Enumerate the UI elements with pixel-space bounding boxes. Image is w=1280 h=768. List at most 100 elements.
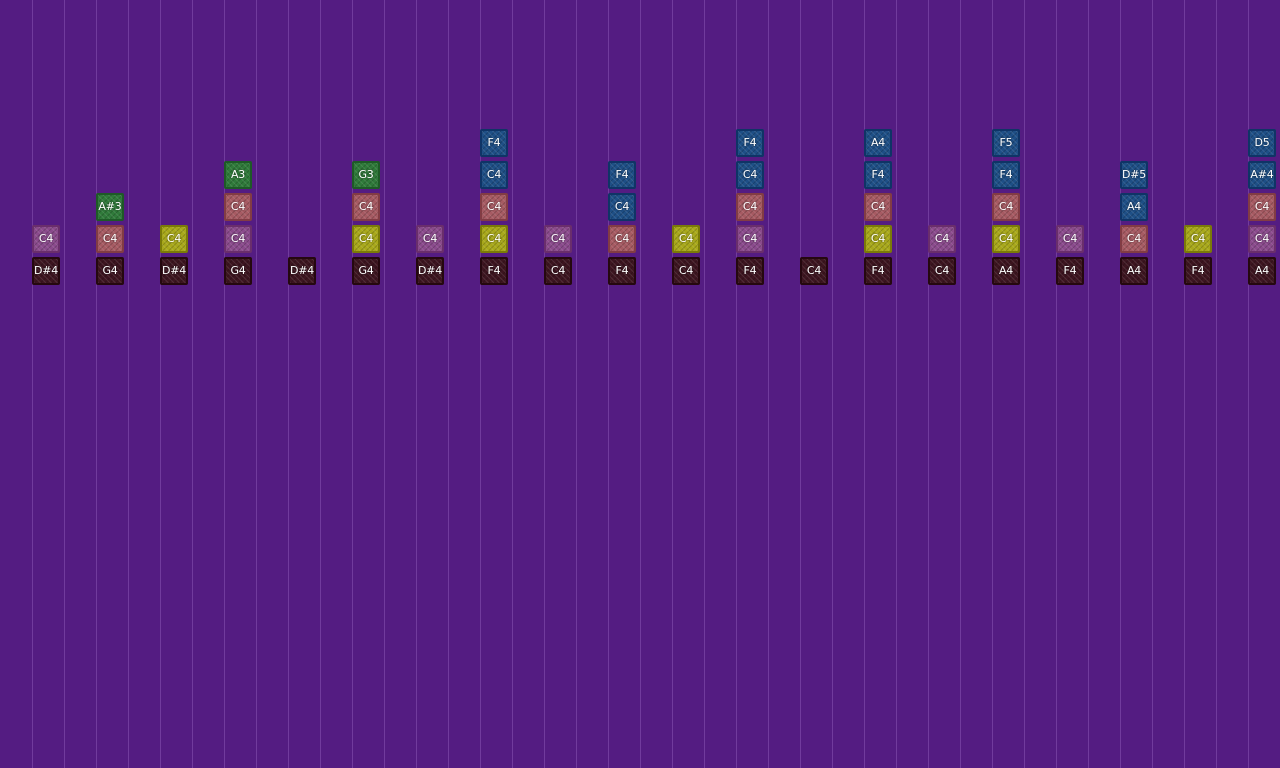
note-block[interactable]: A#4 (1248, 161, 1276, 189)
note-block[interactable]: C4 (416, 225, 444, 253)
note-block[interactable]: C4 (544, 257, 572, 285)
note-block[interactable]: C4 (1120, 225, 1148, 253)
note-block[interactable]: D#4 (288, 257, 316, 285)
note-block[interactable]: A4 (1248, 257, 1276, 285)
note-block[interactable]: C4 (672, 257, 700, 285)
note-block[interactable]: A#3 (96, 193, 124, 221)
note-block[interactable]: C4 (1248, 225, 1276, 253)
note-block[interactable]: G4 (352, 257, 380, 285)
note-block[interactable]: C4 (96, 225, 124, 253)
note-block[interactable]: C4 (864, 225, 892, 253)
grid-line (1056, 0, 1057, 768)
grid-line (608, 0, 609, 768)
note-block[interactable]: A3 (224, 161, 252, 189)
note-block[interactable]: D#4 (32, 257, 60, 285)
note-block[interactable]: F4 (608, 161, 636, 189)
note-block[interactable]: F5 (992, 129, 1020, 157)
grid-line (320, 0, 321, 768)
grid-line (1248, 0, 1249, 768)
note-block[interactable]: C4 (352, 193, 380, 221)
grid-line (640, 0, 641, 768)
note-block[interactable]: D#4 (160, 257, 188, 285)
note-block[interactable]: C4 (1056, 225, 1084, 253)
grid-line (352, 0, 353, 768)
grid-line (736, 0, 737, 768)
grid-line (960, 0, 961, 768)
grid-line (1152, 0, 1153, 768)
grid-line (512, 0, 513, 768)
grid-line (480, 0, 481, 768)
grid-line (384, 0, 385, 768)
note-block[interactable]: A4 (1120, 257, 1148, 285)
note-block[interactable]: D#4 (416, 257, 444, 285)
note-block[interactable]: G4 (224, 257, 252, 285)
grid-line (704, 0, 705, 768)
note-block[interactable]: C4 (480, 193, 508, 221)
note-block[interactable]: F4 (992, 161, 1020, 189)
note-block[interactable]: C4 (1248, 193, 1276, 221)
note-block[interactable]: C4 (736, 193, 764, 221)
note-block[interactable]: C4 (544, 225, 572, 253)
grid-line (288, 0, 289, 768)
note-block[interactable]: F4 (1184, 257, 1212, 285)
note-block[interactable]: C4 (992, 225, 1020, 253)
note-block[interactable]: A4 (992, 257, 1020, 285)
note-block[interactable]: C4 (608, 193, 636, 221)
note-block[interactable]: C4 (864, 193, 892, 221)
grid-line (896, 0, 897, 768)
note-block[interactable]: A4 (1120, 193, 1148, 221)
grid-line (64, 0, 65, 768)
note-block[interactable]: F4 (1056, 257, 1084, 285)
note-block[interactable]: C4 (224, 193, 252, 221)
note-block[interactable]: F4 (480, 129, 508, 157)
note-block[interactable]: F4 (608, 257, 636, 285)
grid-line (1184, 0, 1185, 768)
grid-line (192, 0, 193, 768)
note-block[interactable]: F4 (864, 257, 892, 285)
grid-line (928, 0, 929, 768)
grid-line (416, 0, 417, 768)
grid-line (864, 0, 865, 768)
note-block[interactable]: C4 (1184, 225, 1212, 253)
grid-line (800, 0, 801, 768)
note-block[interactable]: F4 (480, 257, 508, 285)
note-block[interactable]: C4 (608, 225, 636, 253)
note-block[interactable]: C4 (32, 225, 60, 253)
grid-line (672, 0, 673, 768)
note-block[interactable]: C4 (800, 257, 828, 285)
grid-line (256, 0, 257, 768)
note-block[interactable]: C4 (480, 225, 508, 253)
note-block[interactable]: D#5 (1120, 161, 1148, 189)
note-block[interactable]: C4 (992, 193, 1020, 221)
grid-line (128, 0, 129, 768)
grid-line (832, 0, 833, 768)
note-block[interactable]: C4 (736, 225, 764, 253)
grid-line (32, 0, 33, 768)
note-block[interactable]: D5 (1248, 129, 1276, 157)
note-block[interactable]: C4 (928, 257, 956, 285)
note-block[interactable]: F4 (736, 257, 764, 285)
note-block[interactable]: C4 (928, 225, 956, 253)
note-block[interactable]: G4 (96, 257, 124, 285)
note-block[interactable]: C4 (672, 225, 700, 253)
grid-line (448, 0, 449, 768)
grid-line (96, 0, 97, 768)
grid-line (1216, 0, 1217, 768)
note-block[interactable]: C4 (480, 161, 508, 189)
note-block[interactable]: F4 (864, 161, 892, 189)
note-block[interactable]: A4 (864, 129, 892, 157)
grid-line (224, 0, 225, 768)
grid-line (160, 0, 161, 768)
grid-line (544, 0, 545, 768)
grid-line (768, 0, 769, 768)
note-block[interactable]: C4 (160, 225, 188, 253)
note-block[interactable]: G3 (352, 161, 380, 189)
note-block[interactable]: F4 (736, 129, 764, 157)
note-block[interactable]: C4 (224, 225, 252, 253)
grid-line (576, 0, 577, 768)
grid-line (1120, 0, 1121, 768)
note-block[interactable]: C4 (736, 161, 764, 189)
grid-line (1024, 0, 1025, 768)
note-block[interactable]: C4 (352, 225, 380, 253)
